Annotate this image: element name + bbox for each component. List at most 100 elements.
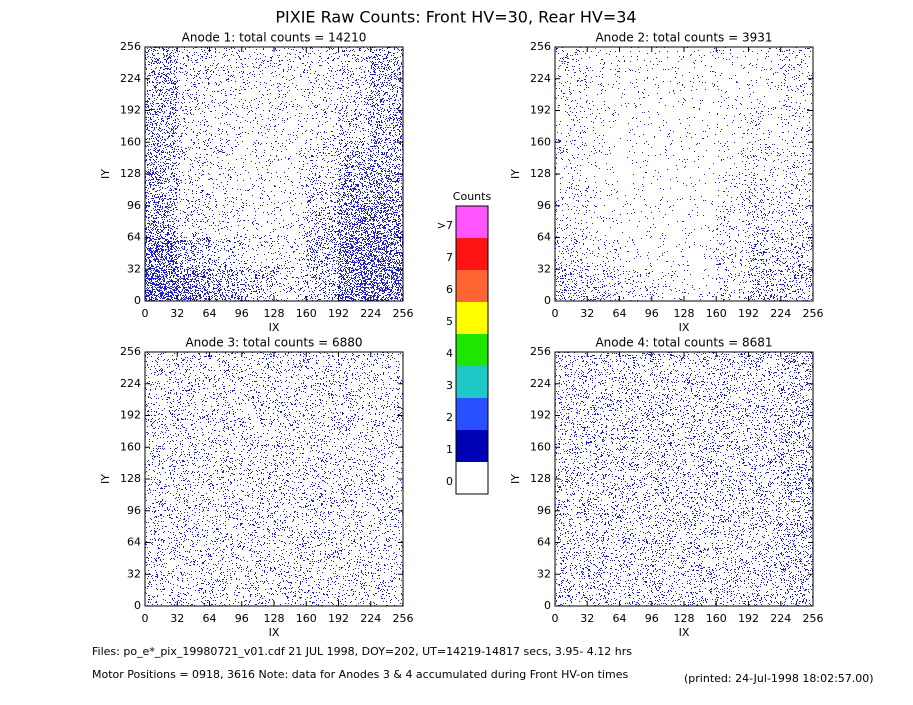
count-cell [684,269,715,300]
x-tick-label: 160 [296,612,317,625]
count-cell [209,269,242,301]
x-axis-label: IX [269,321,280,334]
count-cell [177,574,210,606]
x-tick-label: 192 [328,307,349,320]
colorbar-label: 7 [446,251,453,264]
count-cell [274,110,306,142]
count-cell [274,447,307,479]
count-cell [587,269,620,301]
count-cell [209,479,242,511]
count-cell [619,47,651,79]
count-cell [684,383,717,416]
count-cell [370,479,403,511]
count-cell [209,447,242,479]
count-cell [749,511,781,543]
count-cell [716,542,749,574]
count-cell [716,479,749,511]
count-cell [306,415,339,447]
x-tick-label: 0 [142,307,149,320]
count-cell [555,111,587,143]
panel-title: Anode 4: total counts = 8681 [595,336,772,350]
x-tick-label: 160 [706,612,727,625]
count-cell [338,174,371,206]
count-cell [145,542,177,575]
count-cell [748,447,781,479]
count-cell [209,510,242,543]
count-cell [749,48,781,78]
count-cell [748,237,781,270]
x-tick-label: 64 [203,307,217,320]
x-tick-label: 128 [674,612,695,625]
count-cell [210,574,242,606]
count-cell [684,542,716,575]
count-cell [748,269,781,301]
count-cell [274,574,307,605]
count-cell [209,543,242,574]
count-cell [241,269,274,301]
count-cell [274,352,306,384]
count-cell [145,174,178,206]
count-cell [716,352,749,384]
count-cell [306,174,339,205]
count-cell [306,511,338,542]
count-cell [685,112,716,139]
x-tick-label: 224 [770,612,791,625]
count-cell [619,511,652,543]
y-tick-label: 128 [530,167,551,180]
count-cell [177,352,210,384]
count-cell [716,240,749,268]
count-cell [370,415,403,447]
x-tick-label: 160 [296,307,317,320]
y-axis-label: IY [509,474,522,484]
x-tick-label: 128 [264,307,285,320]
count-cell [686,174,716,205]
count-cell [684,415,717,447]
count-cell [177,205,210,238]
count-cell [210,384,242,415]
count-cell [145,47,178,79]
count-cell [780,511,813,543]
count-cell [717,47,749,79]
y-axis-label: IY [99,169,112,179]
count-cell [306,237,339,269]
count-cell [556,47,587,79]
x-tick-label: 192 [738,307,759,320]
x-tick-label: 96 [645,307,659,320]
count-cell [589,205,618,238]
count-cell [587,479,620,511]
x-tick-label: 32 [170,307,184,320]
count-cell [687,47,716,79]
x-axis-label: IX [269,626,280,639]
count-cell [306,142,339,174]
count-cell [555,79,588,109]
count-cell [684,447,717,479]
count-cell [717,113,748,142]
count-cell [338,237,371,270]
count-cell [651,176,684,206]
y-tick-label: 160 [120,135,141,148]
count-cell [651,542,684,575]
count-cell [338,78,371,111]
count-cell [620,206,652,236]
count-cell [748,174,781,206]
colorbar-label: 2 [446,411,453,424]
count-cell [370,384,403,415]
count-cell [338,384,371,416]
count-cell [651,447,684,479]
y-tick-label: 128 [120,472,141,485]
count-cell [370,237,403,270]
count-cell [241,542,274,574]
count-cell [306,111,338,143]
count-cell [748,574,781,606]
y-tick-label: 128 [530,472,551,485]
count-cell [274,415,306,448]
count-cell [684,510,716,543]
count-cell [274,269,307,301]
count-cell [145,206,178,238]
count-cell [684,352,716,384]
count-cell [338,110,371,143]
x-axis-label: IX [679,321,690,334]
count-cell [370,78,403,111]
count-cell [652,479,684,510]
